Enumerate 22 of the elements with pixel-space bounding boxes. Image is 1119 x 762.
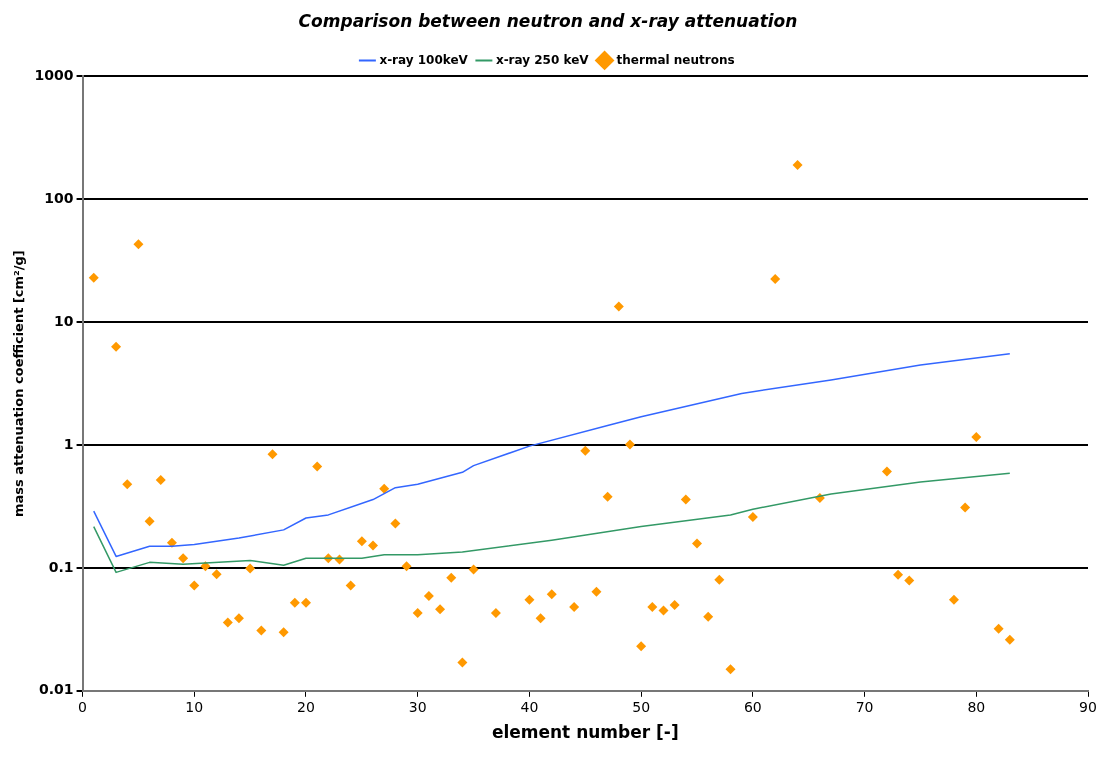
x-tick-label: 30 [408,698,427,715]
chart-title: Comparison between neutron and x-ray attenuation [298,10,798,31]
legend-label: x-ray 250 keV [495,52,590,67]
y-tick-label: 1000 [34,67,74,84]
y-tick-label: 0.1 [48,558,74,575]
y-axis-title: mass attenuation coefficient [cm²/g] [11,250,27,518]
x-tick-label: 20 [297,698,315,715]
x-tick-label: 90 [1079,698,1097,715]
y-tick-label: 100 [44,189,74,206]
legend-label: x-ray 100keV [379,52,469,67]
x-tick-label: 60 [743,698,762,715]
x-axis-title: element number [-] [491,722,679,743]
x-tick-label: 10 [185,698,204,715]
y-tick-label: 1 [63,435,74,452]
x-tick-label: 70 [855,698,874,715]
x-tick-label: 50 [632,698,651,715]
y-tick-label: 10 [54,312,74,329]
x-tick-label: 0 [78,698,88,715]
legend-label: thermal neutrons [616,52,735,67]
x-tick-label: 80 [967,698,986,715]
y-tick-label: 0.01 [39,681,74,698]
x-tick-label: 40 [520,698,539,715]
